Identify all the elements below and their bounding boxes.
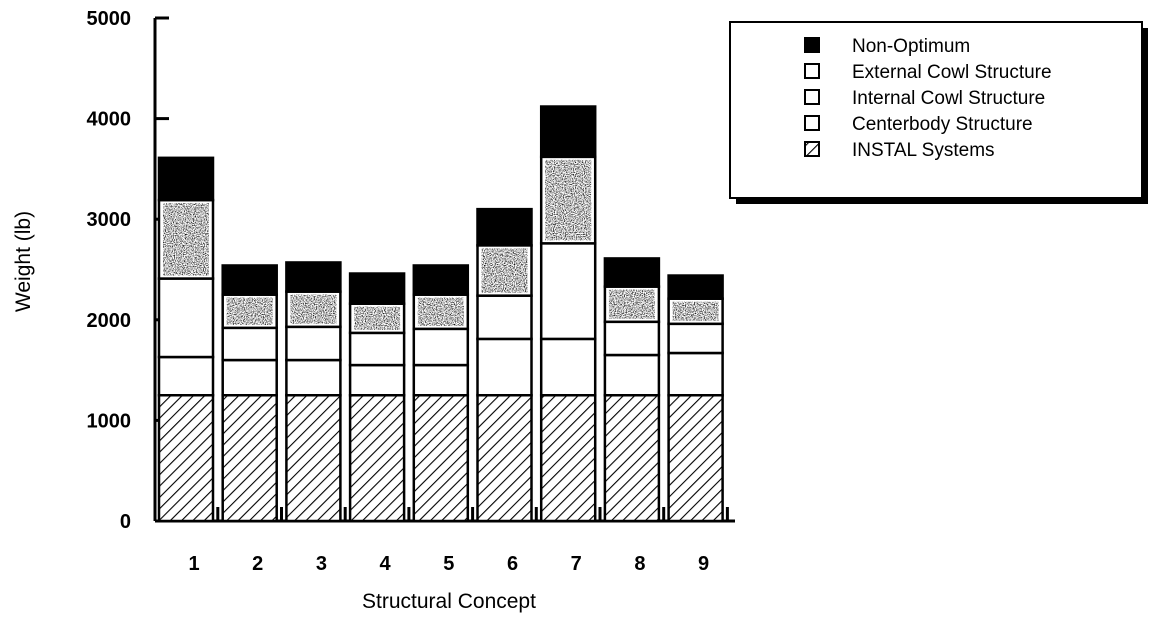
x-tick-label: 7: [571, 553, 582, 575]
x-axis-title: Structural Concept: [362, 590, 536, 613]
stipple-texture: [226, 297, 273, 325]
bar-segment-internal-cowl-structure: [412, 327, 470, 367]
stipple-texture: [481, 248, 528, 293]
bar-segment-non-optimum: [412, 264, 470, 296]
x-tick-label: 1: [188, 553, 199, 575]
bar-stack-9: [667, 274, 724, 523]
bar-segment-internal-cowl-structure: [667, 322, 724, 355]
bar-segment-instal-systems: [603, 394, 661, 523]
bar-segment-instal-systems: [285, 394, 342, 523]
legend-swatch: [804, 89, 820, 105]
x-tick-label: 2: [252, 553, 263, 575]
bar-stack-1: [157, 156, 215, 523]
y-tick-label: 4000: [87, 109, 132, 131]
x-tick-label: 3: [316, 553, 327, 575]
bar-segment-instal-systems: [221, 394, 278, 523]
bar-stack-3: [285, 261, 342, 523]
bar-segment-non-optimum: [539, 105, 597, 159]
x-tick-label: 6: [507, 553, 518, 575]
bar-segment-instal-systems: [157, 394, 215, 523]
bar-segment-centerbody-structure: [285, 358, 342, 397]
bar-stack-4: [348, 272, 406, 523]
bar-segment-centerbody-structure: [539, 337, 597, 397]
legend-label: Non-Optimum: [852, 36, 970, 57]
bar-segment-instal-systems: [667, 394, 724, 523]
bar-stack-7: [539, 105, 597, 523]
x-tick-label: 5: [443, 553, 454, 575]
bar-segment-internal-cowl-structure: [476, 294, 533, 341]
bar-segment-centerbody-structure: [412, 363, 470, 397]
bar-segment-centerbody-structure: [476, 337, 533, 397]
bar-segment-instal-systems: [412, 394, 470, 523]
bar-segment-instal-systems: [476, 394, 533, 523]
bar-segment-internal-cowl-structure: [157, 277, 215, 359]
bar-segment-internal-cowl-structure: [221, 326, 278, 362]
bar-segment-instal-systems: [539, 394, 597, 523]
legend-label: INSTAL Systems: [852, 140, 995, 161]
bar-segment-internal-cowl-structure: [285, 325, 342, 362]
bar-segment-non-optimum: [157, 156, 215, 202]
stipple-texture: [417, 297, 464, 326]
legend-swatch: [804, 37, 820, 53]
bar-segment-internal-cowl-structure: [348, 331, 406, 367]
stipple-texture: [354, 306, 401, 330]
bar-stack-5: [412, 264, 470, 523]
stipple-texture: [672, 301, 719, 321]
y-tick-label: 0: [120, 511, 131, 533]
y-tick-label: 3000: [87, 209, 132, 231]
bar-stack-6: [476, 207, 533, 523]
y-tick-label: 1000: [87, 410, 132, 432]
legend-swatch: [804, 141, 820, 157]
bar-segment-internal-cowl-structure: [603, 320, 661, 357]
bar-segment-non-optimum: [603, 257, 661, 288]
bar-segment-non-optimum: [476, 207, 533, 247]
bar-stack-2: [221, 264, 278, 523]
bar-segment-non-optimum: [285, 261, 342, 293]
stipple-texture: [545, 159, 592, 241]
y-tick-label: 5000: [87, 8, 132, 30]
legend-label: Internal Cowl Structure: [852, 88, 1045, 109]
x-tick-label: 4: [380, 553, 392, 575]
stipple-texture: [290, 294, 337, 324]
x-tick-label: 9: [698, 553, 709, 575]
stipple-texture: [163, 203, 209, 276]
bar-segment-internal-cowl-structure: [539, 242, 597, 341]
bar-segment-centerbody-structure: [221, 358, 278, 397]
legend-label: External Cowl Structure: [852, 62, 1052, 83]
x-tick-label: 8: [634, 553, 645, 575]
bar-segment-instal-systems: [348, 394, 406, 523]
bar-segment-centerbody-structure: [348, 363, 406, 397]
legend-label: Centerbody Structure: [852, 114, 1033, 135]
stipple-texture: [608, 289, 655, 319]
y-tick-label: 2000: [87, 310, 132, 332]
legend-swatch: [804, 115, 820, 131]
legend: Non-Optimum External Cowl Structure Intern…: [729, 21, 1148, 204]
axes: 0 1000 2000 3000 4000 5000 Weight (lb) Structur…: [12, 8, 735, 613]
legend-box: [729, 21, 1143, 199]
y-axis-title: Weight (lb): [12, 211, 35, 312]
bars: [157, 105, 724, 523]
bar-segment-non-optimum: [348, 272, 406, 305]
bar-segment-non-optimum: [667, 274, 724, 300]
bar-segment-non-optimum: [221, 264, 278, 296]
bar-stack-8: [603, 257, 661, 523]
bar-segment-centerbody-structure: [603, 353, 661, 397]
bar-segment-centerbody-structure: [157, 355, 215, 397]
legend-swatch: [804, 63, 820, 79]
bar-segment-centerbody-structure: [667, 351, 724, 397]
